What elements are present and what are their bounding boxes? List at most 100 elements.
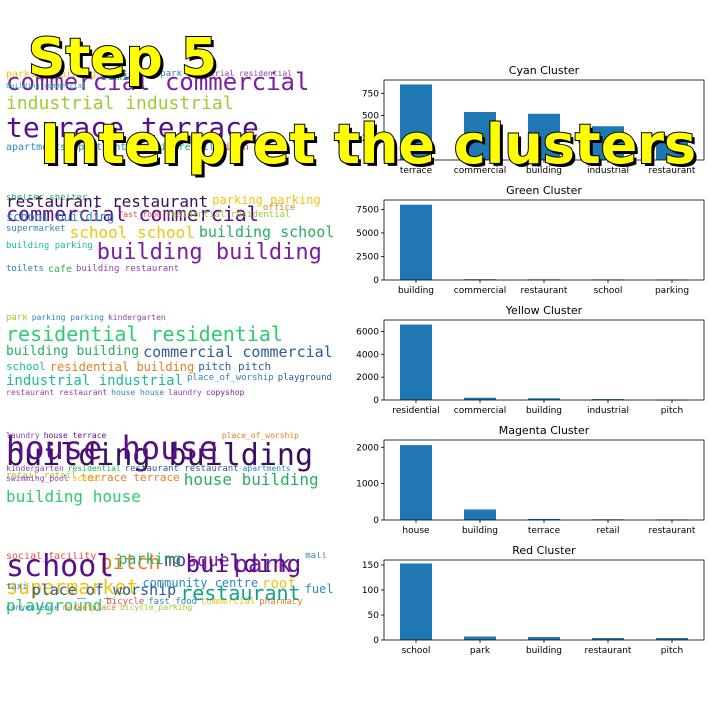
wordcloud-word: pitch pitch (218, 142, 285, 153)
bar (400, 563, 432, 640)
wordcloud-word: restaurant restaurant (124, 464, 239, 474)
wordcloud-word: apartments apartments (6, 142, 133, 153)
y-tick-label: 500 (362, 112, 379, 122)
x-tick-label: retail (596, 526, 619, 536)
wordcloud-word: social_facility (6, 552, 97, 562)
wordcloud-word: copyshop (205, 388, 245, 397)
bar (464, 397, 496, 400)
wordcloud-word: commercial (201, 597, 256, 607)
chart-title: Yellow Cluster (505, 304, 583, 317)
wordcloud-word: fast_food (118, 210, 162, 219)
x-tick-label: building (526, 646, 562, 656)
wordcloud-word: pharmacy (259, 597, 303, 607)
wordcloud-word: park (6, 314, 28, 323)
x-tick-label: building (398, 286, 434, 296)
bar (592, 638, 624, 640)
y-tick-label: 2000 (356, 443, 379, 453)
bar (528, 637, 560, 640)
y-tick-label: 0 (373, 516, 379, 526)
wordcloud-word: terrace terrace (80, 471, 180, 484)
wordcloud-word: office (262, 203, 296, 213)
y-tick-label: 2500 (356, 252, 379, 262)
wordcloud-word: park (233, 552, 292, 578)
bar (592, 126, 624, 160)
x-tick-label: school (594, 286, 623, 296)
wordcloud-word: mall (305, 552, 327, 561)
bar (592, 399, 624, 400)
plot-frame (383, 199, 705, 281)
wordcloud-word: pitch (100, 552, 161, 574)
bar-chart-magenta: Magenta Cluster house building terrace retai… (356, 424, 705, 536)
x-tick-label: school (402, 646, 431, 656)
y-tick-label: 5000 (356, 229, 379, 239)
y-tick-label: 0 (373, 276, 379, 286)
wordcloud-word: industrial industrial (6, 373, 184, 389)
y-tick-label: 100 (362, 586, 379, 596)
step-heading: Step 5 (27, 28, 218, 88)
wordcloud-word: restaurant restaurant (6, 388, 108, 397)
wordcloud-word: commercial commercial (143, 343, 333, 361)
wordcloud-word: playground (277, 373, 332, 383)
wordcloud-word: park park (133, 70, 182, 79)
wordcloud-word: residential building (49, 360, 195, 374)
wordcloud-word: parking parking (31, 314, 104, 322)
bar (400, 445, 432, 520)
x-tick-label: building (526, 406, 562, 416)
x-tick-label: residential (392, 406, 439, 416)
wordcloud-magenta: laundry house terrace building building ret… (6, 432, 342, 524)
x-tick-label: terrace (528, 526, 561, 536)
bar (528, 113, 560, 160)
x-tick-label: pitch (661, 646, 683, 656)
wordcloud-word: place_of_worship (187, 373, 274, 383)
wordcloud-word: building school (198, 223, 335, 241)
bar (656, 638, 688, 640)
y-tick-label: 150 (362, 561, 379, 571)
wordcloud-word: mosque (164, 552, 230, 571)
wordcloud-word: community_centre (142, 576, 259, 590)
y-tick-label: 0 (373, 636, 379, 646)
bar-chart-yellow: Yellow Cluster residential commercial build… (356, 304, 705, 416)
plot-frame (383, 439, 705, 521)
x-tick-label: parking (655, 286, 689, 296)
x-tick-label: pitch (661, 406, 683, 416)
y-tick-label: 1000 (356, 480, 379, 490)
x-tick-label: industrial (587, 166, 629, 176)
plot-frame (383, 79, 705, 161)
wordcloud-word: pitch pitch (198, 360, 272, 373)
wordcloud-word: house house (6, 432, 218, 467)
chart-title: Red Cluster (512, 544, 576, 557)
wordcloud-cyan: commercial commercial industrial industri… (6, 70, 342, 162)
wordcloud-word: parking parking (212, 194, 321, 207)
wordcloud-word: place_of_worship (221, 432, 299, 440)
wordcloud-word: convenience (6, 603, 59, 612)
wordcloud-word: playground (6, 596, 103, 615)
wordcloud-word: terrace terrace (6, 111, 259, 144)
y-tick-label: 7500 (356, 205, 379, 215)
wordcloud-word: residential residential (165, 210, 291, 220)
wordcloud-word: residential residential (6, 322, 283, 346)
plot-frame (383, 319, 705, 401)
wordcloud-word: industrial industrial (6, 93, 234, 114)
wordcloud-word: bicycle_parking (119, 603, 193, 612)
subtitle-heading: Interpret the clusters (39, 113, 697, 176)
bar (400, 84, 432, 160)
wordcloud-word: apartments (242, 464, 291, 473)
wordcloud-word: supermarket (6, 575, 139, 599)
y-tick-label: 4000 (356, 350, 379, 360)
x-tick-label: restaurant (585, 646, 632, 656)
wordcloud-word: kindergarten (6, 464, 64, 473)
x-tick-label: house (402, 526, 430, 536)
wordcloud-word: restaurant (180, 581, 301, 605)
wordcloud-word: parking (118, 552, 182, 568)
wordcloud-word: building parking (6, 241, 93, 251)
bar (400, 204, 432, 280)
wordcloud-word: school school (69, 223, 195, 242)
x-tick-label: restaurant (521, 286, 568, 296)
wordcloud-word: building building (6, 344, 140, 359)
x-tick-label: restaurant (649, 526, 696, 536)
wordcloud-word: supermarket (6, 224, 66, 234)
x-tick-label: building (462, 526, 498, 536)
wordcloud-word: building building (6, 438, 314, 473)
wordcloud-word: shelter shelter (6, 194, 88, 203)
wordcloud-word: fuel (304, 582, 334, 596)
